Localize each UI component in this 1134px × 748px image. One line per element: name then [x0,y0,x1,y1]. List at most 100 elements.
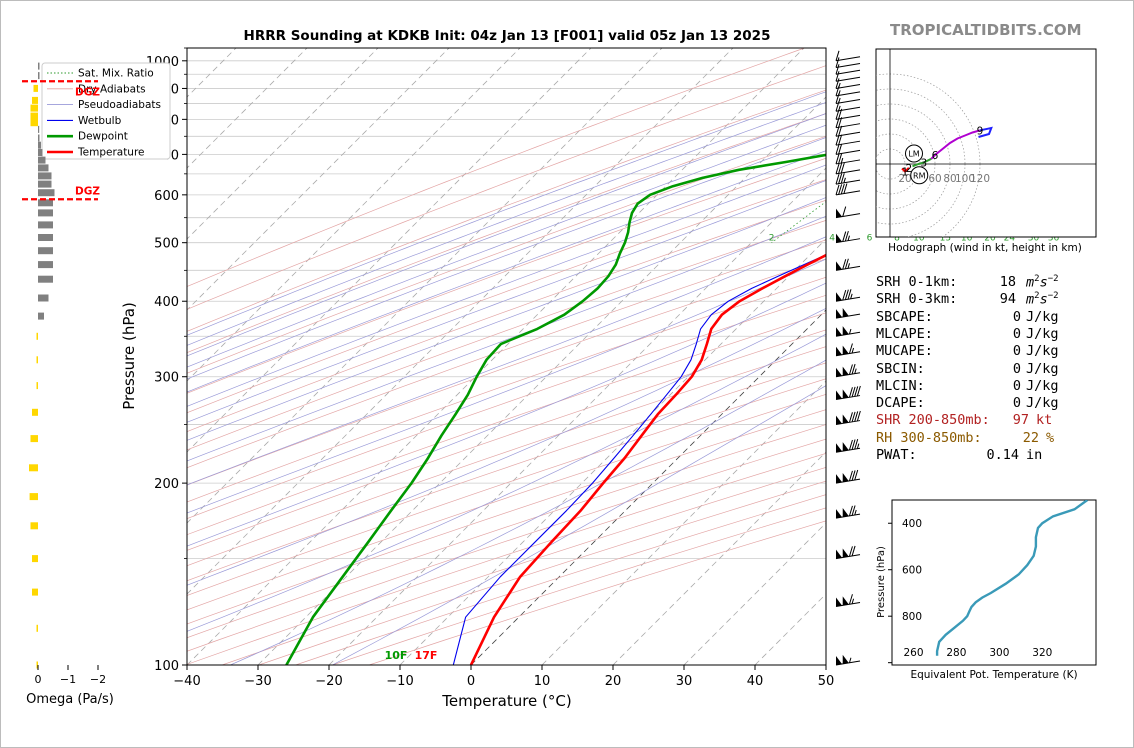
omega-bar [38,164,49,172]
wind-barb-full [835,57,840,68]
wind-barb-full [835,184,840,195]
wind-barb-staff [835,140,861,146]
omega-bar [30,119,38,127]
surface-dewpoint-label: 10F [385,649,408,662]
wind-barb-flag [836,208,842,218]
omega-bar [32,555,38,563]
wind-barb-half [838,82,841,89]
x-tick-label: −40 [173,674,200,689]
wind-barb-half [851,598,855,604]
x-tick-label: 50 [818,674,835,689]
wind-barb-full [842,231,847,242]
omega-bar [32,408,38,416]
dgz-label: DGZ [75,86,100,98]
x-axis-label: Temperature (°C) [441,692,571,710]
wind-barb-half [847,263,850,269]
omega-axis-label: Omega (Pa/s) [26,692,114,707]
x-tick-label: 10 [534,674,551,689]
omega-bar [29,493,38,501]
wind-barb-half [843,177,846,183]
wind-barb-flag [836,233,842,243]
wind-barb-full [838,125,843,136]
wind-barb-staff [835,179,861,185]
index-label: PWAT: [876,447,917,463]
dry-adiabat [187,135,826,374]
theta-e-profile [935,500,1089,656]
index-label: SRH 0-1km: [876,274,958,290]
wind-barb [835,438,861,453]
wind-barb-full [842,259,847,270]
wind-barb-full [843,183,848,194]
isotherm-line [328,167,826,665]
wind-barb [835,143,861,155]
wind-barb [835,78,861,89]
y-tick-label: 500 [154,237,179,252]
hodograph-height-label: 6 [932,150,939,162]
omega-bar [38,172,52,180]
wind-barb-staff [835,169,861,175]
isotherm-line [541,380,826,665]
wind-barb-staff [835,62,861,68]
index-unit: J/kg [1026,343,1059,360]
index-unit: in [1026,447,1043,463]
dry-adiabat [187,113,826,354]
storm-motion-marker [910,166,929,185]
wind-barb-half [840,157,844,164]
wind-barb-full [840,183,845,195]
index-value: 0 [1012,360,1021,377]
wind-barb-full [838,134,843,145]
index-label: RH 300-850mb: [876,429,982,446]
pseudoadiabat [187,180,826,423]
index-value: 0.14 [986,447,1019,463]
omega-bar [38,141,41,149]
wind-barb-staff [835,91,861,97]
omega-bar [33,84,38,92]
theta-e-panel: 260 280 300 320 400 600 800 [888,499,1097,666]
wind-barb [835,326,861,337]
omega-bar [30,112,38,120]
dry-adiabat [187,409,826,625]
index-label: MLCAPE: [876,325,933,342]
y-axis-label: Pressure (hPa) [120,302,138,410]
wind-barb-full [848,343,853,354]
wind-barb-full [851,411,856,423]
y-tick-label: 400 [154,295,179,310]
wind-barb [835,64,861,75]
index-unit: J/kg [1026,377,1059,394]
wind-barb-full [835,71,840,82]
mixing-ratio-label: 8 [894,234,900,244]
dry-adiabat [187,179,826,414]
wind-barb-full [835,50,840,61]
wind-barb-staff [835,351,861,357]
omega-bar [36,356,38,364]
dry-adiabat [187,199,826,432]
wind-barb [835,50,861,62]
omega-panel: 0 −1 −2 DGZ DGZ [22,62,106,686]
wind-barb-half [848,657,852,663]
wind-barb-full [840,162,845,174]
pseudoadiabat [187,164,826,407]
legend-entry: Dewpoint [78,131,128,143]
skewt-plot-frame [186,47,827,666]
wind-barb-full [844,289,849,300]
omega-bar [38,261,53,269]
hodograph-trace [978,126,993,138]
wind-barb-staff [835,98,861,104]
wind-barb-half [838,97,841,104]
index-value: 0 [1012,325,1021,342]
wind-barb-flag [842,366,849,376]
wind-barb-staff [835,123,861,129]
storm-motion-label: LM [908,150,919,159]
hodograph-trace [912,157,932,168]
wind-barb-staff [835,131,861,137]
hodograph-trace [930,129,981,160]
dry-adiabat [187,65,826,310]
wind-barb [835,545,861,560]
index-value: 97 [1012,412,1029,429]
pseudoadiabat [187,197,826,441]
hodograph-ring-label: 80 [943,173,956,185]
wind-barb-half [854,368,857,374]
dry-adiabat [187,294,826,519]
index-unit: % [1046,429,1055,446]
wind-barb-flag [842,345,849,355]
